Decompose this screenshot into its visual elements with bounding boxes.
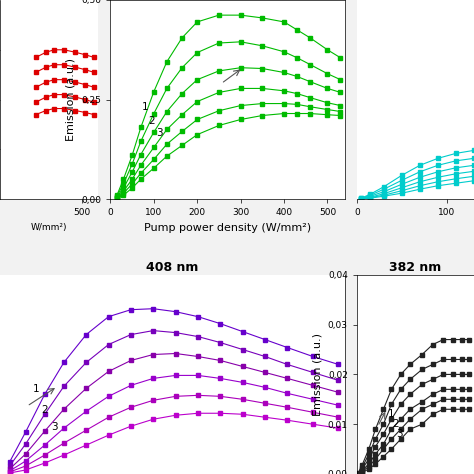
Text: 2: 2: [392, 419, 399, 428]
Y-axis label: Emission (a.u.): Emission (a.u.): [312, 333, 322, 416]
Text: 2: 2: [42, 405, 48, 415]
X-axis label: W/mm²): W/mm²): [31, 223, 67, 232]
Text: 1: 1: [142, 101, 148, 111]
Text: 3: 3: [156, 128, 163, 138]
Text: 3: 3: [396, 428, 403, 438]
Text: 3: 3: [51, 422, 58, 432]
X-axis label: Pump power density (W/mm²): Pump power density (W/mm²): [144, 223, 311, 233]
Text: 1: 1: [33, 384, 40, 394]
Text: 2: 2: [149, 116, 155, 126]
Text: 1: 1: [388, 409, 395, 419]
Title: 382 nm: 382 nm: [389, 261, 442, 273]
Y-axis label: Emission (a.u.): Emission (a.u.): [66, 58, 76, 141]
Title: 408 nm: 408 nm: [146, 261, 199, 273]
